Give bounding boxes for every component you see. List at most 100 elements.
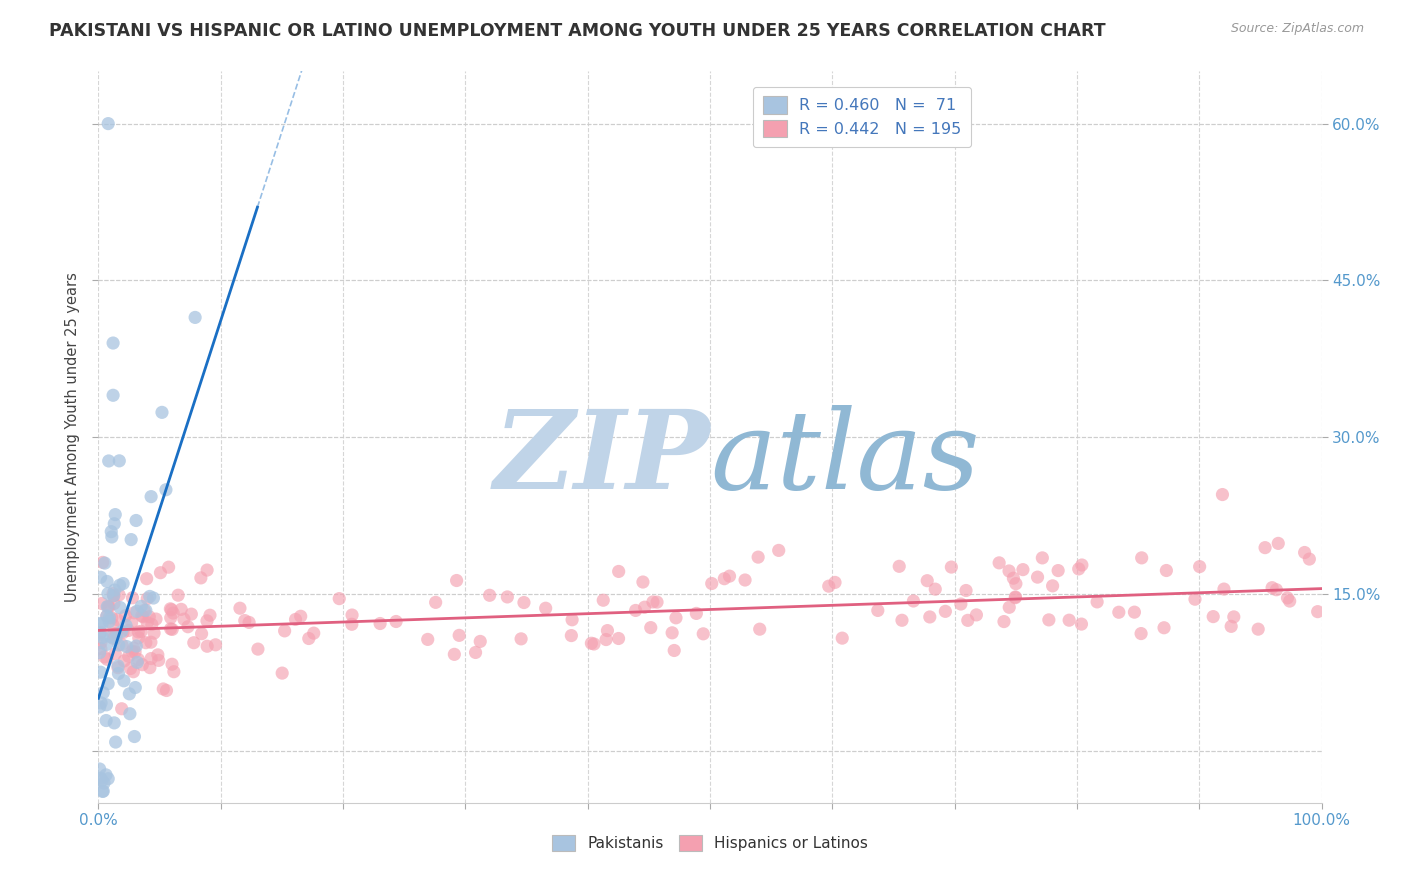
Point [1130,550,1153,565]
Point [195,614,218,628]
Point [204,638,226,652]
Point [183,636,205,650]
Point [1247,622,1270,636]
Point [385,615,408,629]
Point [290,609,312,624]
Point [661,625,683,640]
Point [101,388,124,402]
Point [700,576,723,591]
Point [1294,545,1316,559]
Point [229,601,252,615]
Point [89,771,111,785]
Point [94,768,117,782]
Point [817,579,839,593]
Point [747,550,769,565]
Point [103,627,125,641]
Point [108,454,131,468]
Point [94,714,117,728]
Point [425,595,447,609]
Point [956,613,979,627]
Point [112,576,135,591]
Point [692,627,714,641]
Point [1265,582,1288,597]
Point [271,666,294,681]
Point [180,607,202,621]
Point [157,560,180,574]
Point [97,772,120,786]
Point [128,631,150,645]
Point [1298,552,1320,566]
Point [1254,541,1277,555]
Point [513,595,536,609]
Point [90,635,112,649]
Point [124,645,146,659]
Point [831,631,853,645]
Point [665,611,688,625]
Point [664,643,686,657]
Point [89,616,111,631]
Point [302,626,325,640]
Point [1130,626,1153,640]
Point [91,616,114,631]
Point [150,405,173,419]
Point [112,673,135,688]
Point [98,615,121,629]
Point [184,310,207,325]
Point [148,653,170,667]
Point [1026,570,1049,584]
Point [110,624,132,639]
Point [443,648,465,662]
Point [1070,558,1092,572]
Point [125,639,148,653]
Point [561,613,583,627]
Point [1002,571,1025,585]
Point [152,681,174,696]
Point [111,702,134,716]
Point [934,604,956,618]
Point [91,784,114,798]
Point [105,626,128,640]
Point [97,599,120,614]
Point [101,336,124,351]
Point [89,665,111,680]
Point [135,636,157,650]
Point [284,612,307,626]
Point [155,683,177,698]
Point [134,603,156,617]
Point [91,555,114,569]
Point [104,647,127,661]
Point [1202,609,1225,624]
Point [918,610,941,624]
Point [89,700,111,714]
Point [108,600,131,615]
Point [98,610,121,624]
Point [891,613,914,627]
Point [90,641,112,656]
Point [104,735,127,749]
Point [118,649,141,664]
Point [129,624,152,639]
Point [1067,562,1090,576]
Point [496,590,519,604]
Point [170,602,193,616]
Point [103,715,125,730]
Point [96,609,118,624]
Legend: Pakistanis, Hispanics or Latinos: Pakistanis, Hispanics or Latinos [546,829,875,857]
Point [167,588,190,602]
Point [595,632,617,647]
Point [141,617,163,632]
Point [160,603,183,617]
Point [139,660,162,674]
Point [131,608,153,623]
Point [89,762,111,776]
Point [91,631,114,645]
Text: ZIP: ZIP [494,405,710,513]
Point [1005,576,1028,591]
Point [1213,582,1236,596]
Point [328,591,350,606]
Point [1306,605,1329,619]
Point [139,651,162,665]
Point [965,607,987,622]
Point [143,626,166,640]
Point [117,624,139,638]
